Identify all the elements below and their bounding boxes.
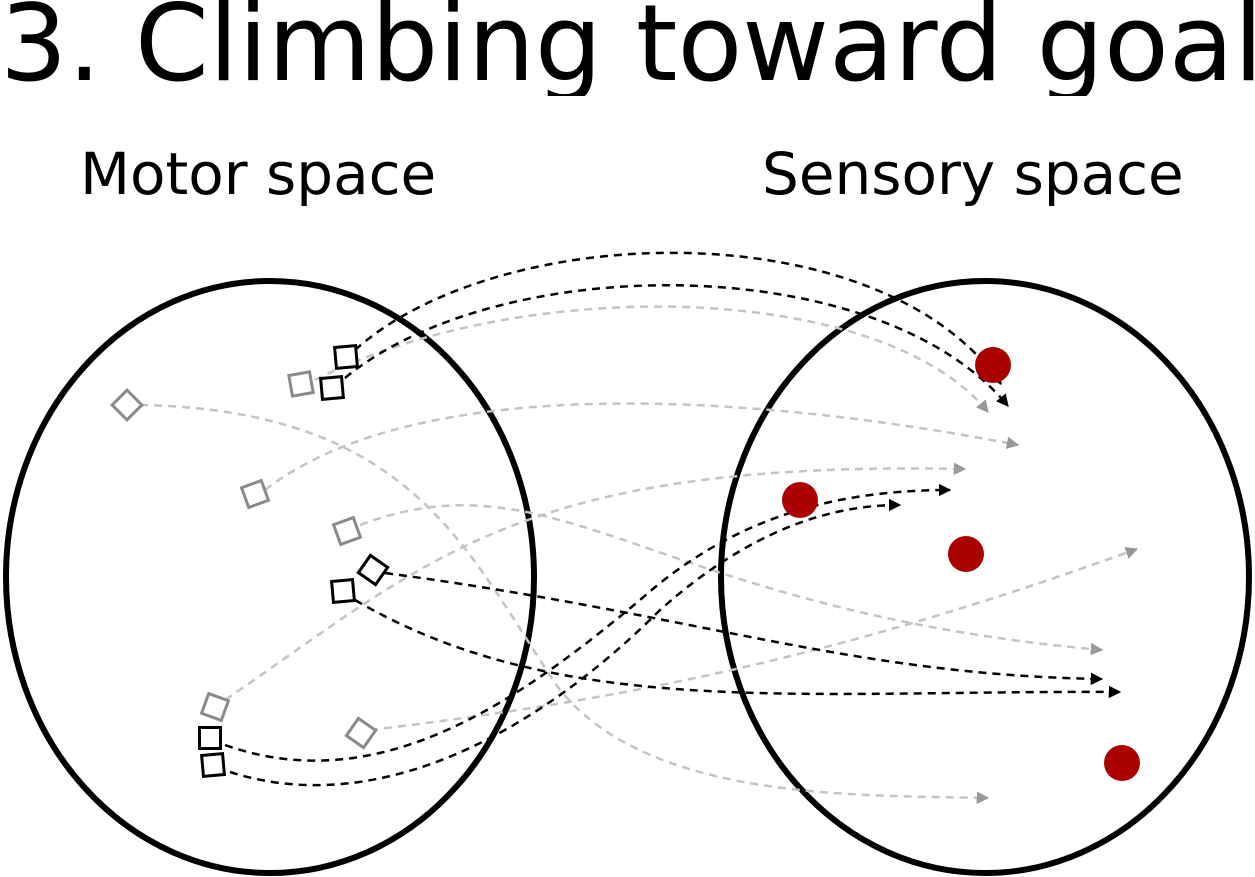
black-trajectory bbox=[224, 483, 952, 762]
gray-trajectory bbox=[139, 403, 990, 805]
black-trajectory bbox=[354, 251, 1003, 386]
black-trajectories bbox=[224, 251, 1122, 787]
black-square-marker bbox=[356, 553, 390, 587]
black-square-marker bbox=[199, 751, 227, 779]
black-trajectory bbox=[229, 498, 902, 787]
black-trajectory bbox=[384, 571, 1104, 686]
goal-point bbox=[782, 482, 818, 518]
gray-trajectory bbox=[369, 546, 1139, 732]
sensory-space-label: Sensory space bbox=[762, 140, 1184, 208]
black-trajectory bbox=[354, 598, 1122, 699]
page-title: 3. Climbing toward goal bbox=[0, 0, 1255, 96]
black-square-marker bbox=[318, 374, 346, 402]
goal-point bbox=[948, 536, 984, 572]
black-square-marker bbox=[198, 726, 222, 750]
gray-trajectories bbox=[139, 305, 1139, 805]
gray-square-marker bbox=[199, 691, 231, 723]
gray-trajectory bbox=[224, 462, 967, 702]
gray-square-marker bbox=[331, 515, 363, 547]
goal-point bbox=[1104, 745, 1140, 781]
gray-square-marker bbox=[239, 478, 271, 510]
goal-points bbox=[782, 347, 1140, 781]
gray-trajectory bbox=[264, 402, 1020, 491]
black-square-marker bbox=[329, 577, 357, 605]
black-square-marker bbox=[332, 343, 360, 371]
motor-space-ellipse bbox=[3, 278, 537, 876]
gray-square-marker bbox=[287, 370, 315, 398]
gray-square-marker bbox=[110, 388, 144, 422]
black-markers bbox=[198, 343, 390, 779]
gray-trajectory bbox=[359, 504, 1104, 656]
black-trajectory bbox=[344, 284, 1009, 407]
gray-trajectory bbox=[314, 305, 989, 413]
gray-square-marker bbox=[344, 716, 378, 750]
motor-space-label: Motor space bbox=[80, 140, 437, 208]
sensory-space-ellipse bbox=[718, 278, 1252, 876]
gray-markers bbox=[110, 370, 378, 750]
goal-point bbox=[975, 347, 1011, 383]
